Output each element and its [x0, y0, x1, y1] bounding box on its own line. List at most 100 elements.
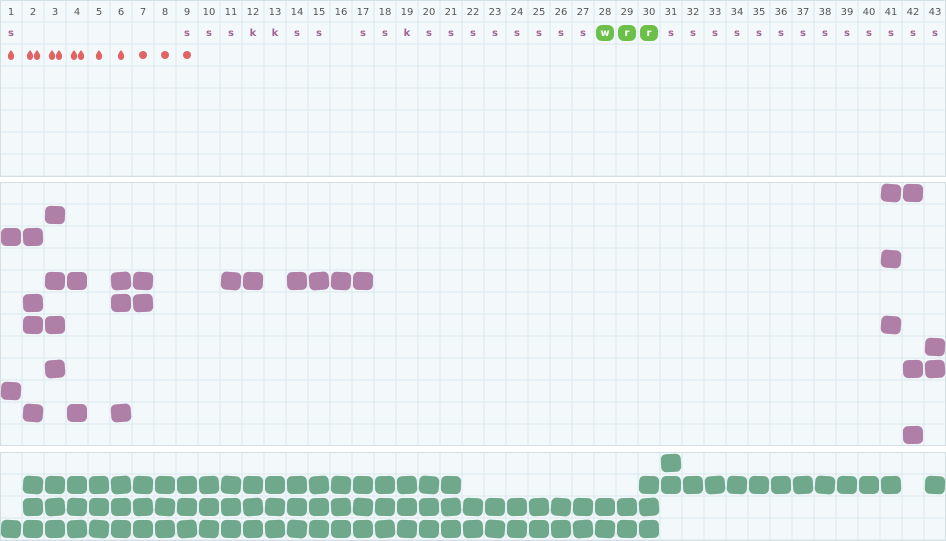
cell-block	[264, 519, 286, 539]
cell-block	[308, 519, 330, 539]
cell-block	[67, 476, 87, 494]
cell-block	[22, 227, 44, 247]
cell-block	[67, 272, 87, 290]
cell-block	[726, 475, 748, 495]
column-header: 37	[797, 7, 810, 18]
cell-block	[0, 519, 22, 539]
cell-label: s	[800, 28, 806, 39]
cell-block	[330, 271, 352, 291]
cell-block	[110, 475, 132, 495]
cell-label: s	[360, 28, 366, 39]
cell-block	[880, 249, 902, 269]
cell-block	[265, 476, 285, 494]
cell-label: k	[250, 28, 257, 39]
column-header: 17	[357, 7, 370, 18]
cell-block	[529, 520, 549, 538]
cell-block	[22, 403, 44, 423]
cell-block	[595, 498, 615, 516]
column-header: 43	[929, 7, 942, 18]
cell-label: s	[382, 28, 388, 39]
column-header: 26	[555, 7, 568, 18]
cell-block	[660, 453, 682, 473]
column-header: 19	[401, 7, 414, 18]
cell-block	[594, 519, 616, 539]
cell-block	[462, 497, 484, 517]
cell-label: w	[600, 28, 609, 39]
cell-block	[418, 475, 440, 495]
cell-block	[220, 475, 242, 495]
cell-block	[770, 475, 792, 495]
drop-icon	[77, 50, 85, 60]
cell-block	[704, 475, 726, 495]
cell-label: r	[625, 28, 630, 39]
cell-block	[374, 475, 396, 495]
column-header: 35	[753, 7, 766, 18]
column-header: 3	[52, 7, 58, 18]
cell-block	[880, 315, 902, 335]
drop-icon	[48, 50, 56, 60]
cell-block	[198, 519, 220, 539]
cell-block	[110, 519, 132, 539]
cell-block	[550, 519, 572, 539]
column-header: 40	[863, 7, 876, 18]
dot-icon	[183, 51, 191, 59]
cell-label: s	[316, 28, 322, 39]
column-header: 31	[665, 7, 678, 18]
cell-block	[484, 519, 506, 539]
cell-block	[902, 425, 924, 445]
cell-block	[22, 475, 44, 495]
cell-label: s	[910, 28, 916, 39]
cell-block	[528, 497, 550, 517]
cell-label: s	[492, 28, 498, 39]
cell-block	[110, 271, 132, 291]
column-header: 20	[423, 7, 436, 18]
column-header: 6	[118, 7, 124, 18]
cell-block	[176, 519, 198, 539]
cell-block	[352, 475, 374, 495]
cell-label: s	[558, 28, 564, 39]
cell-block	[22, 315, 44, 335]
cell-label: s	[536, 28, 542, 39]
cell-block	[638, 475, 660, 495]
cell-block	[132, 293, 154, 313]
cell-label: s	[206, 28, 212, 39]
cell-block	[44, 315, 66, 335]
cell-block	[220, 519, 242, 539]
column-header: 4	[74, 7, 80, 18]
column-header: 7	[140, 7, 146, 18]
cell-block	[859, 476, 879, 494]
cell-label: s	[184, 28, 190, 39]
cell-block	[132, 475, 154, 495]
column-header: 15	[313, 7, 326, 18]
cell-block	[242, 497, 264, 517]
column-header: 33	[709, 7, 722, 18]
cell-label: k	[272, 28, 279, 39]
cell-block	[440, 519, 462, 539]
cell-label: s	[448, 28, 454, 39]
cell-block	[0, 381, 22, 401]
cell-block	[572, 519, 594, 539]
cell-label: s	[426, 28, 432, 39]
cell-block	[331, 520, 351, 538]
column-header: 21	[445, 7, 458, 18]
cell-block	[286, 271, 308, 291]
drop-icon	[95, 50, 103, 60]
cell-block	[352, 271, 374, 291]
column-header: 28	[599, 7, 612, 18]
cell-block	[638, 519, 660, 539]
cell-block	[616, 497, 638, 517]
cell-block	[110, 293, 132, 313]
cell-label: s	[778, 28, 784, 39]
cell-block	[924, 359, 946, 379]
cell-label: s	[712, 28, 718, 39]
column-header: 2	[30, 7, 36, 18]
cell-label: s	[470, 28, 476, 39]
highlight-chip	[596, 25, 614, 41]
cell-label: s	[888, 28, 894, 39]
column-header: 36	[775, 7, 788, 18]
column-header: 34	[731, 7, 744, 18]
cell-block	[550, 497, 572, 517]
column-header: 24	[511, 7, 524, 18]
column-header: 25	[533, 7, 546, 18]
cell-block	[154, 497, 176, 517]
